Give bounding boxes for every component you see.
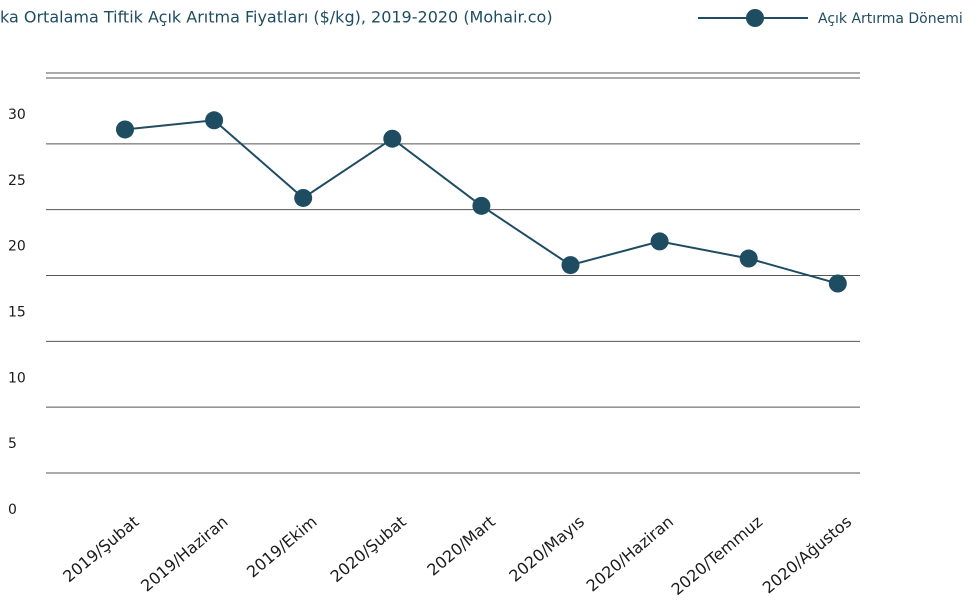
y-tick-label: 20 (8, 239, 26, 255)
x-tick-label: 2019/Ekim (243, 512, 321, 582)
point (294, 188, 313, 207)
x-tick-label: 2020/Ağustos (759, 512, 856, 597)
chart-title: ka Ortalama Tiftik Açık Arıtma Fiyatları… (0, 8, 553, 27)
point (205, 111, 224, 130)
legend-marker (746, 9, 764, 27)
x-tick-label: 2020/Haziran (583, 512, 677, 596)
y-tick-label: 30 (8, 107, 26, 123)
x-tick-label: 2020/Mart (423, 512, 498, 580)
x-tick-label: 2020/Mayıs (505, 512, 588, 586)
y-tick-label: 10 (8, 370, 26, 386)
point (383, 129, 402, 148)
y-tick-label: 15 (8, 305, 26, 321)
x-tick-label: 2020/Şubat (327, 512, 410, 586)
point (472, 196, 491, 215)
y-tick-label: 0 (8, 502, 17, 518)
x-tick-label: 2019/Haziran (137, 512, 231, 596)
point (739, 249, 758, 268)
point (650, 232, 669, 251)
point (828, 274, 847, 293)
x-tick-label: 2019/Şubat (59, 512, 142, 586)
y-tick-label: 5 (8, 436, 17, 452)
x-tick-label: 2020/Temmuz (668, 512, 767, 599)
point (561, 256, 580, 275)
y-tick-label: 25 (8, 173, 26, 189)
legend-label: Açık Artırma Dönemi (818, 11, 963, 27)
point (116, 120, 134, 139)
